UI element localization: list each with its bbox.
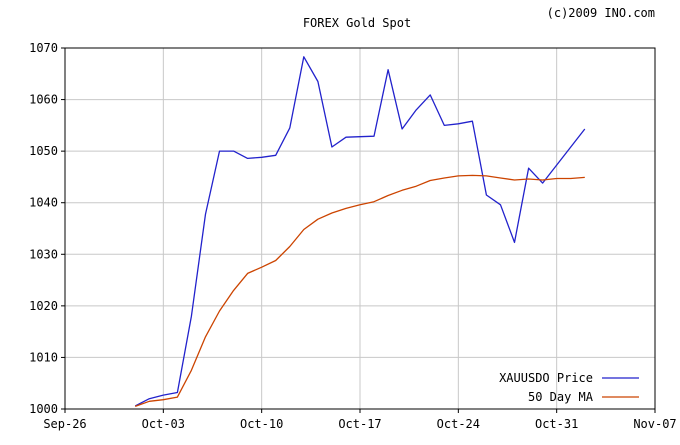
copyright-notice: (c)2009 INO.com — [547, 6, 655, 20]
series-lines — [134, 56, 586, 408]
x-tick-label: Oct-10 — [240, 417, 283, 431]
legend-label-1: 50 Day MA — [528, 390, 594, 404]
y-tick-label: 1040 — [29, 196, 58, 210]
series-line-1 — [134, 174, 585, 408]
y-tick-label: 1060 — [29, 93, 58, 107]
x-tick-label: Oct-31 — [535, 417, 578, 431]
x-tick-label: Oct-03 — [142, 417, 185, 431]
y-axis: 1000 1010 1020 1030 1040 1050 1060 1070 — [29, 41, 65, 416]
x-tick-label: Nov-07 — [633, 417, 676, 431]
x-axis: Sep-26 Oct-03 Oct-10 Oct-17 Oct-24 Oct-31 Nov-… — [43, 409, 677, 431]
x-tick-label: Oct-24 — [437, 417, 480, 431]
gridlines — [65, 48, 655, 409]
chart-title: FOREX Gold Spot — [303, 16, 411, 30]
y-tick-label: 1070 — [29, 41, 58, 55]
y-tick-label: 1010 — [29, 350, 58, 364]
legend-label-0: XAUUSDO Price — [499, 371, 593, 385]
x-tick-label: Oct-17 — [338, 417, 381, 431]
series-line-0 — [134, 56, 586, 407]
y-tick-label: 1000 — [29, 402, 58, 416]
y-tick-label: 1050 — [29, 144, 58, 158]
y-tick-label: 1030 — [29, 247, 58, 261]
x-tick-label: Sep-26 — [43, 417, 86, 431]
y-tick-label: 1020 — [29, 299, 58, 313]
legend: XAUUSDO Price 50 Day MA — [499, 371, 639, 404]
